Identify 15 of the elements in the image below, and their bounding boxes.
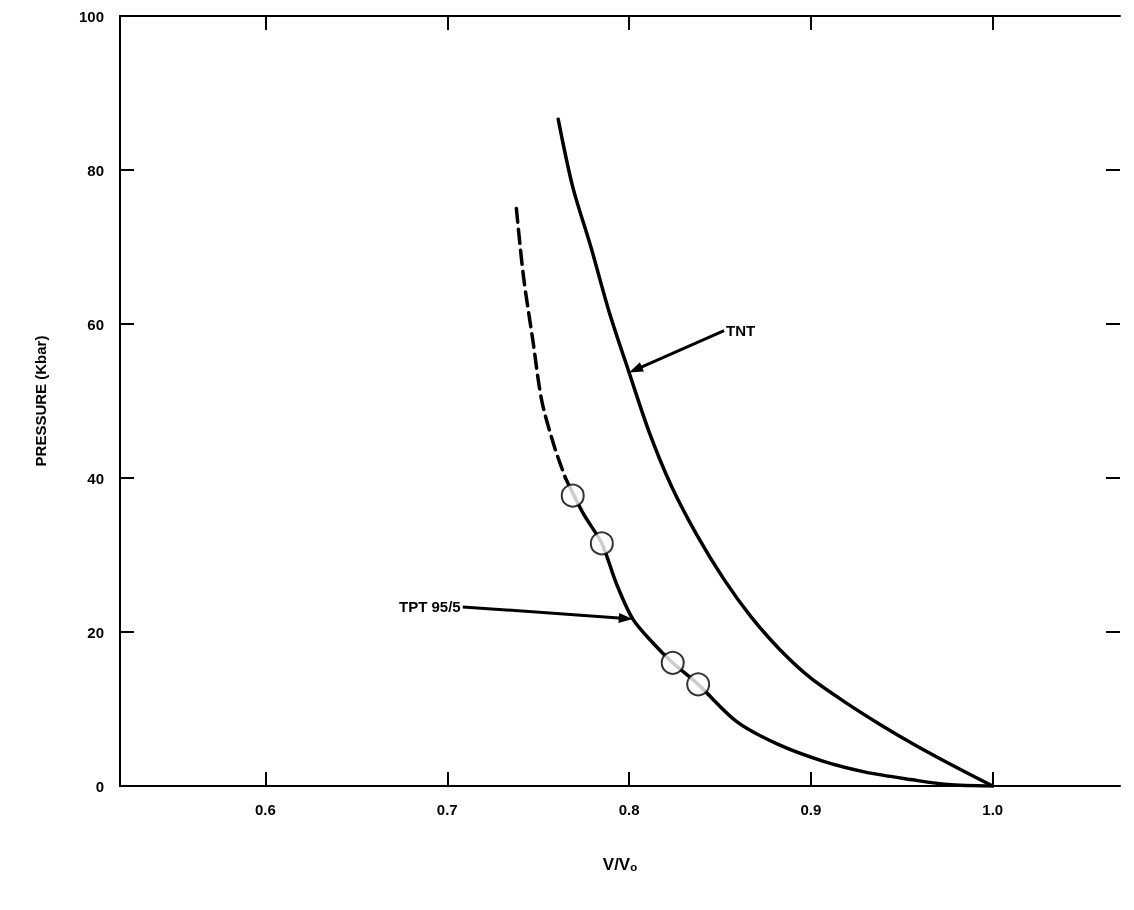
x-tick-label: 0.7 (436, 801, 458, 818)
y-tick-label: 100 (78, 7, 104, 25)
x-tick-label: 0.9 (800, 801, 822, 818)
y-axis-title: PRESSURE (Kbar) (32, 335, 49, 467)
y-tick-label: 20 (87, 623, 104, 641)
annotation: TPT 95/5 (399, 597, 461, 615)
annotation: TNT (726, 321, 756, 339)
y-tick-label: 80 (87, 161, 104, 179)
x-tick-label: 1.0 (982, 801, 1004, 818)
x-tick-label: 0.8 (618, 801, 640, 818)
x-tick-label: 0.6 (255, 801, 276, 818)
x-axis-title: V/Vₒ (602, 855, 638, 874)
y-tick-label: 0 (95, 777, 104, 795)
y-tick-label: 60 (87, 315, 104, 333)
y-tick-label: 40 (87, 469, 104, 487)
